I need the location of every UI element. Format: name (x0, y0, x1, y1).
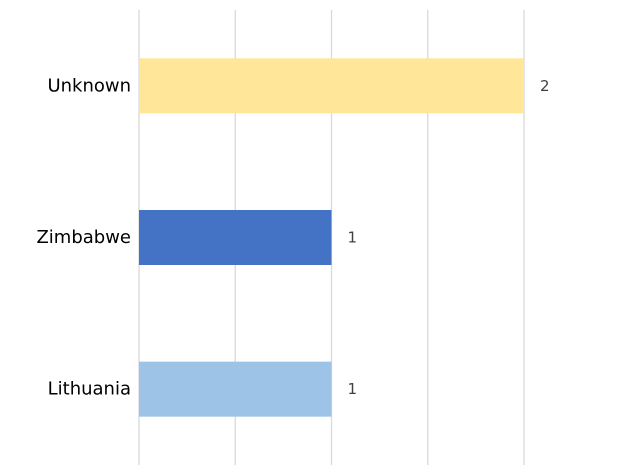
data-label-zimbabwe: 1 (348, 229, 358, 247)
category-labels: Unknown Zimbabwe Lithuania (36, 75, 131, 399)
data-label-unknown: 2 (540, 77, 550, 95)
category-label-unknown: Unknown (47, 75, 131, 96)
bar-zimbabwe (139, 210, 332, 265)
data-label-lithuania: 1 (348, 380, 358, 398)
data-labels: 2 1 1 (348, 77, 550, 398)
bars (139, 58, 524, 417)
bar-lithuania (139, 361, 332, 417)
bar-unknown (139, 58, 524, 114)
category-label-lithuania: Lithuania (48, 379, 131, 400)
category-label-zimbabwe: Zimbabwe (36, 227, 131, 248)
